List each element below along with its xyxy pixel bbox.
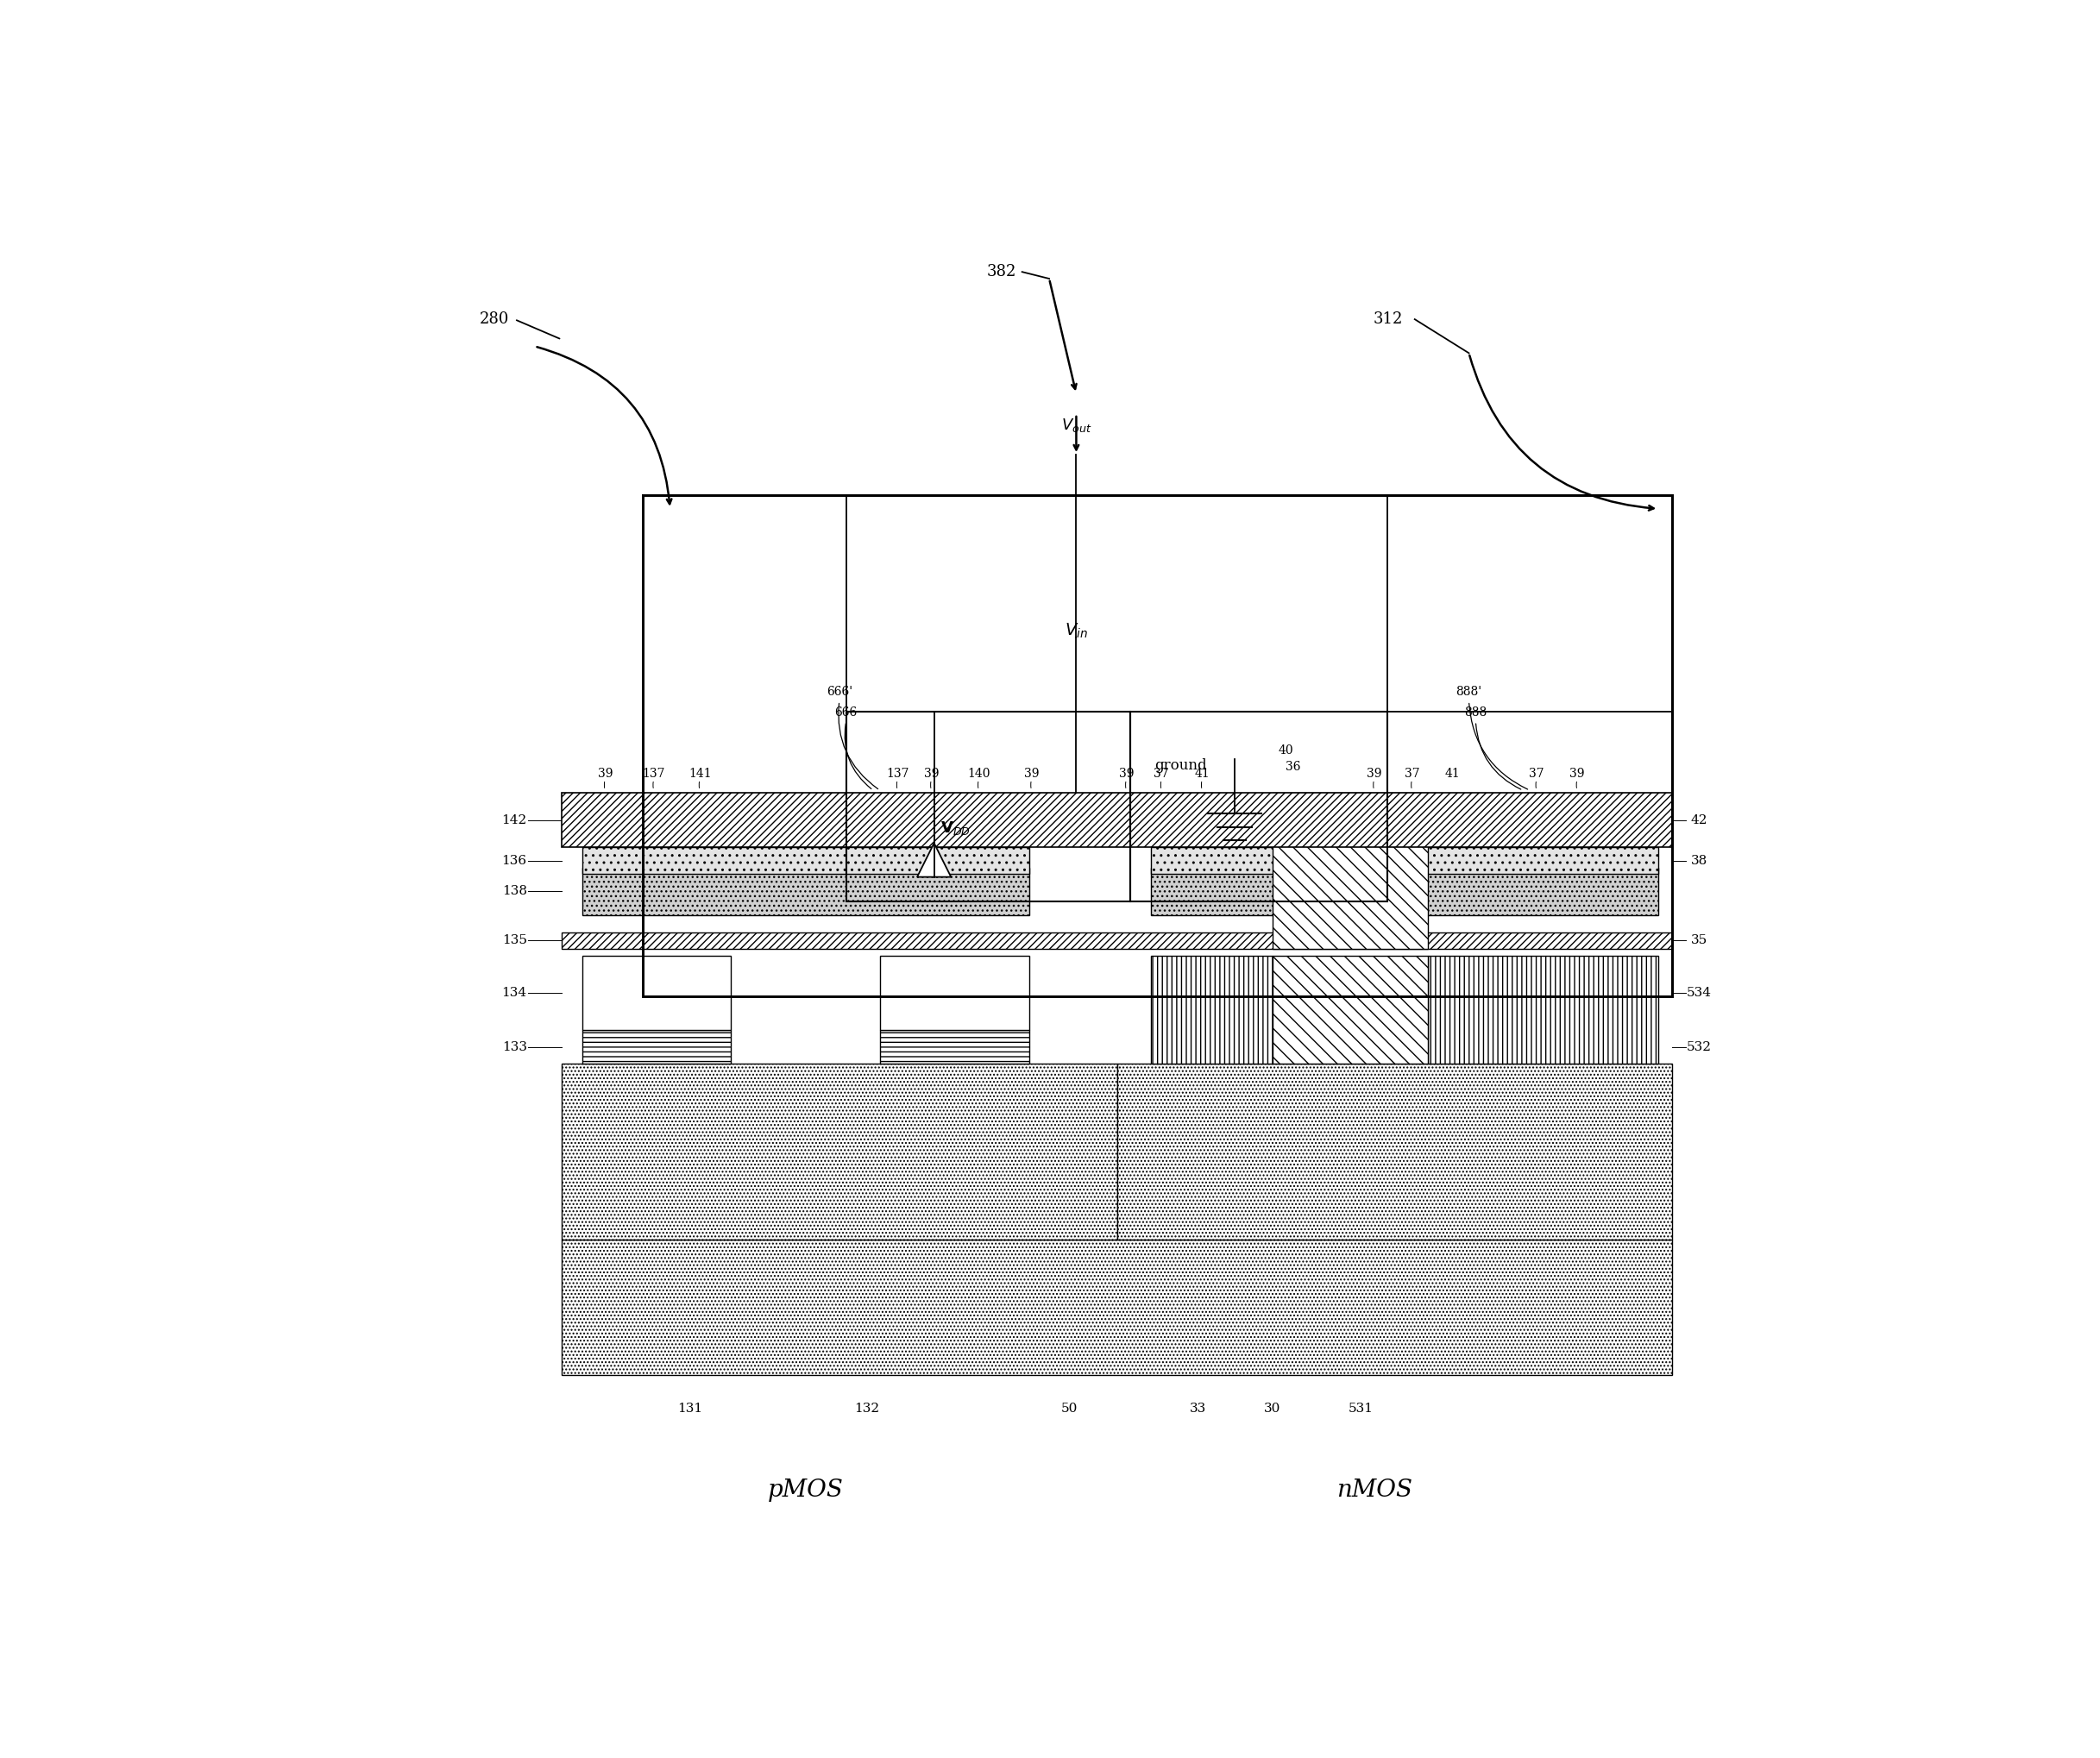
Bar [563,1064,1117,1239]
Text: 382: 382 [987,264,1016,280]
Text: 30: 30 [1264,1403,1281,1415]
Text: $V_{in}$: $V_{in}$ [1065,621,1088,640]
Text: 35: 35 [1690,935,1707,946]
Text: 312: 312 [1373,311,1403,327]
Bar [880,956,1029,1030]
Text: 136: 136 [502,854,527,867]
Text: 39: 39 [1025,768,1040,779]
Bar [563,932,1672,949]
Text: 134: 134 [502,986,527,999]
Text: 37: 37 [1405,768,1420,779]
Bar [582,847,1029,874]
Text: ground: ground [1155,758,1207,774]
Text: 40: 40 [1279,744,1294,756]
Text: 666: 666 [836,707,857,719]
Bar [1151,956,1273,1064]
Text: 888: 888 [1464,707,1487,719]
Text: 140: 140 [968,768,991,779]
Bar [643,496,1672,997]
Text: 39: 39 [1119,768,1134,779]
Bar [880,1030,1029,1064]
Text: 41: 41 [1195,768,1210,779]
Text: 50: 50 [1060,1403,1077,1415]
Text: $V_{out}$: $V_{out}$ [1060,417,1092,434]
Text: nMOS: nMOS [1336,1478,1411,1501]
Text: 131: 131 [678,1403,704,1415]
Bar [563,1239,1672,1375]
Bar [1273,956,1428,1064]
Text: 37: 37 [1529,768,1544,779]
Text: 39: 39 [924,768,939,779]
Text: 133: 133 [502,1041,527,1053]
Text: 41: 41 [1445,768,1460,779]
Bar [1428,956,1659,1064]
Text: 532: 532 [1686,1041,1712,1053]
Text: 137: 137 [643,768,666,779]
Bar [1151,847,1659,874]
Bar [582,956,731,1030]
Bar [1273,793,1428,949]
Text: 531: 531 [1348,1403,1373,1415]
Text: 137: 137 [886,768,909,779]
Text: 39: 39 [598,768,613,779]
Text: 33: 33 [1191,1403,1205,1415]
Bar [1151,867,1659,914]
Polygon shape [918,844,951,877]
Text: 141: 141 [689,768,712,779]
Text: 132: 132 [855,1403,880,1415]
Bar [582,1030,731,1064]
Text: 135: 135 [502,935,527,946]
Bar [846,712,1130,902]
Text: 142: 142 [502,814,527,826]
Text: 280: 280 [479,311,508,327]
Text: 666': 666' [825,686,853,698]
Bar [1130,712,1388,902]
Text: 534: 534 [1686,986,1712,999]
Text: 38: 38 [1690,854,1707,867]
Text: 39: 39 [1367,768,1382,779]
Text: 39: 39 [1569,768,1586,779]
Text: $\mathbf{V}_{DD}$: $\mathbf{V}_{DD}$ [941,819,970,837]
Text: 37: 37 [1153,768,1170,779]
Bar [563,793,1672,847]
Text: 36: 36 [1285,761,1300,774]
Text: pMOS: pMOS [769,1478,844,1501]
Bar [582,867,1029,914]
Text: 888': 888' [1455,686,1483,698]
Text: 42: 42 [1690,814,1707,826]
Text: 138: 138 [502,884,527,897]
Bar [1117,1064,1672,1239]
